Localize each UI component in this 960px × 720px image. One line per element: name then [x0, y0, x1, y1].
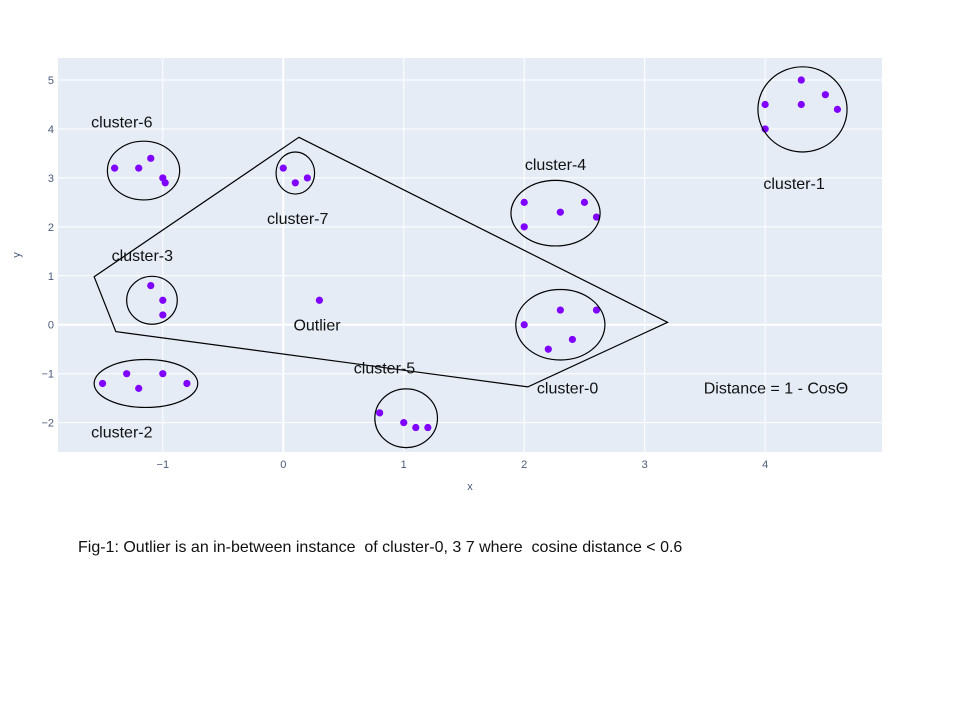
- scatter-point: [183, 379, 191, 388]
- scatter-points: [98, 76, 842, 432]
- x-tick-label: 4: [762, 459, 768, 471]
- cluster-label: cluster-5: [354, 360, 415, 377]
- y-tick-label: 0: [48, 320, 54, 332]
- scatter-point: [123, 370, 131, 378]
- grid-lines: [58, 58, 882, 452]
- cluster-ellipse: [93, 358, 199, 409]
- tick-labels: −1 0 1 2 3 4 −2 −1 0 1 2 3 4 5: [41, 75, 768, 471]
- scatter-point: [761, 100, 769, 109]
- scatter-point: [147, 154, 155, 162]
- x-axis-title: x: [467, 481, 473, 493]
- outlier-hull-polygon: [93, 136, 669, 388]
- scatter-point: [544, 345, 552, 353]
- scatter-point: [279, 164, 287, 172]
- cluster-label: cluster-2: [91, 424, 152, 441]
- cluster-label: cluster-1: [763, 176, 824, 193]
- scatter-point: [412, 423, 420, 432]
- scatter-point: [797, 76, 805, 84]
- x-tick-label: 3: [642, 459, 648, 471]
- cluster-ellipse: [510, 179, 601, 247]
- y-tick-label: 1: [48, 271, 54, 283]
- distance-formula-annotation: Distance = 1 - CosΘ: [704, 380, 849, 397]
- figure-caption: Fig-1: Outlier is an in-between instance…: [78, 539, 683, 556]
- scatter-point: [135, 384, 143, 392]
- scatter-point: [303, 174, 311, 182]
- x-tick-label: −1: [157, 459, 170, 471]
- y-tick-label: 5: [48, 75, 54, 87]
- scatter-point: [147, 281, 155, 290]
- y-tick-label: 4: [48, 124, 54, 136]
- scatter-point: [797, 100, 805, 109]
- cluster-ellipse: [106, 140, 181, 201]
- scatter-point: [315, 296, 324, 304]
- scatter-point: [135, 164, 143, 172]
- y-tick-label: −1: [41, 369, 54, 381]
- y-tick-label: 3: [48, 173, 54, 185]
- scatter-point: [592, 306, 601, 314]
- y-tick-label: −2: [41, 418, 54, 430]
- y-axis-title: y: [11, 252, 23, 258]
- scatter-point: [520, 223, 528, 231]
- cluster-label: cluster-7: [267, 211, 328, 228]
- plot-area: [58, 58, 882, 452]
- scatter-point: [98, 379, 107, 388]
- scatter-point: [520, 198, 528, 206]
- x-tick-label: 1: [401, 459, 407, 471]
- scatter-point: [159, 311, 167, 319]
- cluster-annotations: cluster-0 cluster-1 cluster-2 cluster-3 clus…: [91, 66, 848, 449]
- y-tick-label: 2: [48, 222, 54, 234]
- scatter-point: [424, 423, 432, 432]
- scatter-point: [400, 419, 408, 427]
- cluster-label: cluster-4: [525, 157, 586, 174]
- scatter-point: [520, 321, 528, 329]
- cluster-label: cluster-0: [537, 380, 598, 397]
- cluster-label: cluster-3: [112, 248, 173, 265]
- cluster-ellipse: [275, 151, 316, 195]
- cluster-label: cluster-6: [91, 115, 152, 132]
- cluster-ellipse: [126, 275, 178, 325]
- scatter-point: [556, 306, 564, 314]
- scatter-point: [833, 105, 842, 113]
- scatter-point: [159, 370, 167, 378]
- scatter-point: [161, 179, 169, 187]
- outlier-label: Outlier: [293, 318, 341, 335]
- scatter-point: [592, 213, 601, 221]
- scatter-point: [568, 335, 576, 344]
- x-tick-label: 2: [521, 459, 527, 471]
- scatter-point: [556, 208, 564, 216]
- scatter-point: [159, 296, 167, 304]
- scatter-point: [580, 198, 589, 206]
- scatter-point: [111, 164, 119, 172]
- scatter-point: [291, 179, 299, 187]
- cluster-ellipse: [757, 66, 848, 153]
- cluster-ellipse: [374, 388, 439, 449]
- cluster-ellipse: [515, 288, 606, 361]
- x-tick-label: 0: [280, 459, 286, 471]
- scatter-point: [821, 91, 829, 99]
- scatter-point: [376, 409, 384, 417]
